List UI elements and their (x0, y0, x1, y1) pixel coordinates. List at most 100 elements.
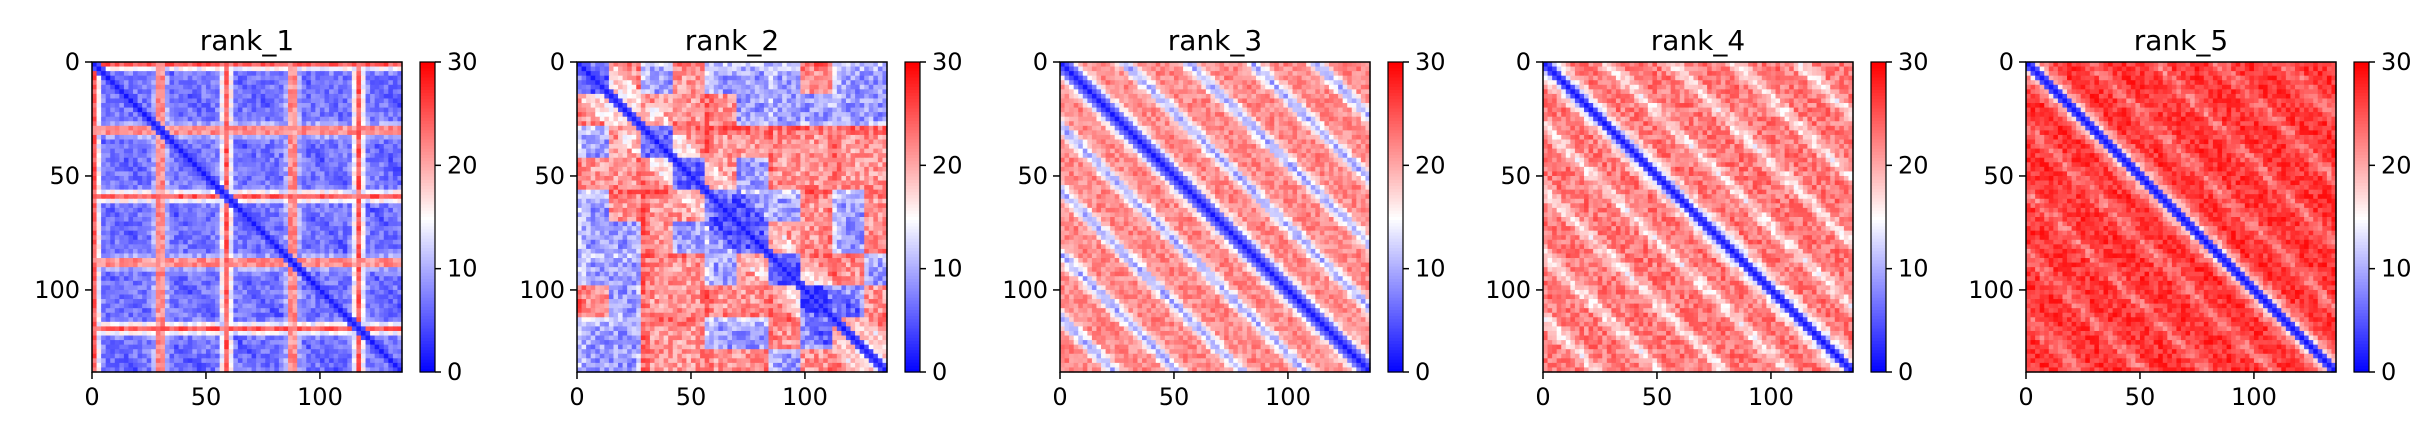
heatmap-cell (302, 226, 307, 231)
heatmap-cell (384, 290, 389, 295)
heatmap-cell (375, 117, 380, 122)
heatmap-cell (347, 358, 352, 363)
heatmap-cell (138, 62, 143, 67)
heatmap-cell (315, 149, 320, 154)
heatmap-cell (252, 190, 257, 195)
heatmap-cell (311, 181, 316, 186)
heatmap-cell (384, 108, 389, 113)
heatmap-cell (242, 272, 247, 277)
heatmap-cell (252, 144, 257, 149)
heatmap-cell (106, 162, 111, 167)
heatmap-cell (270, 322, 275, 327)
heatmap-cell (315, 363, 320, 368)
heatmap-cell (247, 231, 252, 236)
heatmap-cell (119, 272, 124, 277)
heatmap-cell (370, 308, 375, 313)
heatmap-cell (302, 336, 307, 341)
heatmap-cell (133, 108, 138, 113)
heatmap-cell (283, 181, 288, 186)
heatmap-cell (211, 126, 216, 131)
heatmap-cell (311, 263, 316, 268)
heatmap-cell (338, 103, 343, 108)
heatmap-cell (356, 103, 361, 108)
heatmap-cell (388, 249, 393, 254)
heatmap-cell (283, 108, 288, 113)
heatmap-cell (388, 336, 393, 341)
heatmap-cell (188, 130, 193, 135)
heatmap-cell (261, 94, 266, 99)
heatmap-cell (366, 89, 371, 94)
heatmap-cell (325, 276, 330, 281)
heatmap-cell (160, 285, 165, 290)
heatmap-cell (174, 167, 179, 172)
heatmap-cell (311, 140, 316, 145)
heatmap-cell (764, 67, 769, 72)
heatmap-cell (343, 130, 348, 135)
heatmap-cell (183, 326, 188, 331)
heatmap-cell (201, 130, 206, 135)
heatmap-cell (247, 194, 252, 199)
heatmap-cell (92, 253, 97, 258)
heatmap-cell (138, 308, 143, 313)
heatmap-cell (343, 140, 348, 145)
heatmap-cell (188, 208, 193, 213)
heatmap-cell (270, 331, 275, 336)
heatmap-cell (192, 185, 197, 190)
heatmap-cell (384, 354, 389, 359)
heatmap-cell (334, 212, 339, 217)
heatmap-cell (356, 181, 361, 186)
heatmap-cell (306, 76, 311, 81)
heatmap-cell (215, 276, 220, 281)
heatmap-cell (142, 331, 147, 336)
heatmap-cell (106, 62, 111, 67)
heatmap-cell (252, 290, 257, 295)
heatmap-cell (256, 167, 261, 172)
heatmap-cell (384, 117, 389, 122)
heatmap-cell (224, 244, 229, 249)
heatmap-cell (329, 203, 334, 208)
heatmap-cell (379, 272, 384, 277)
heatmap-cell (170, 176, 175, 181)
heatmap-cell (238, 240, 243, 245)
heatmap-cell (220, 212, 225, 217)
heatmap-cell (356, 117, 361, 122)
heatmap-cell (106, 130, 111, 135)
heatmap-cell (347, 103, 352, 108)
heatmap-cell (375, 149, 380, 154)
heatmap-cell (215, 322, 220, 327)
heatmap-cell (325, 203, 330, 208)
heatmap-cell (283, 140, 288, 145)
heatmap-cell (220, 121, 225, 126)
heatmap-cell (261, 126, 266, 131)
heatmap-cell (293, 181, 298, 186)
heatmap-cell (320, 249, 325, 254)
heatmap-cell (165, 290, 170, 295)
heatmap-cell (238, 290, 243, 295)
heatmap-cell (283, 158, 288, 163)
heatmap-cell (188, 240, 193, 245)
heatmap-cell (229, 304, 234, 309)
heatmap-cell (170, 345, 175, 350)
heatmap-cell (197, 276, 202, 281)
heatmap-cell (388, 308, 393, 313)
heatmap-cell (343, 317, 348, 322)
heatmap-cell (92, 285, 97, 290)
heatmap-cell (220, 144, 225, 149)
heatmap-cell (224, 340, 229, 345)
heatmap-cell (215, 263, 220, 268)
heatmap-cell (343, 194, 348, 199)
heatmap-cell (97, 208, 102, 213)
heatmap-cell (297, 253, 302, 258)
heatmap-cell (160, 153, 165, 158)
heatmap-cell (270, 140, 275, 145)
heatmap-cell (297, 231, 302, 236)
heatmap-cell (379, 112, 384, 117)
heatmap-cell (306, 140, 311, 145)
heatmap-cell (220, 167, 225, 172)
heatmap-cell (138, 354, 143, 359)
heatmap-cell (329, 62, 334, 67)
heatmap-cell (133, 217, 138, 222)
heatmap-cell (128, 130, 133, 135)
heatmap-cell (192, 336, 197, 341)
heatmap-cell (256, 121, 261, 126)
